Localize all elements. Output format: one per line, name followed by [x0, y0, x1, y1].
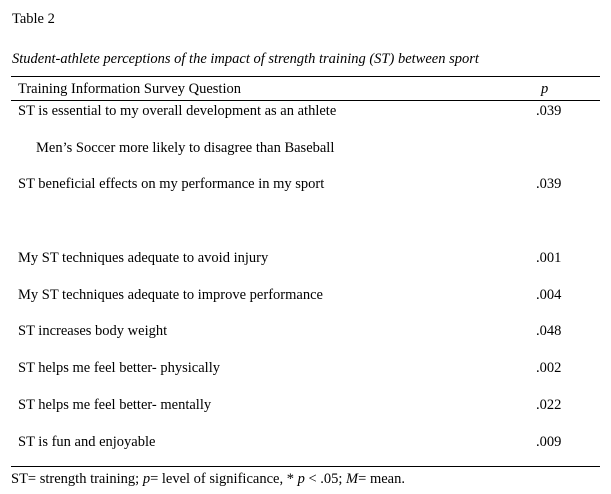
- table-row-question: My ST techniques adequate to improve per…: [18, 287, 323, 303]
- table-header-rule: [11, 100, 600, 101]
- table-label: Table 2: [12, 11, 55, 27]
- table-row-p-value: .009: [536, 434, 562, 450]
- table-row-question: ST increases body weight: [18, 323, 168, 339]
- note-text: ST= strength training;: [11, 471, 143, 487]
- table-bottom-rule: [11, 466, 600, 467]
- table-row-question: My ST techniques adequate to avoid injur…: [18, 250, 269, 266]
- table-row-p-value: .039: [536, 103, 562, 119]
- column-header-question: Training Information Survey Question: [18, 81, 241, 97]
- table-row-p-value: .022: [536, 397, 562, 413]
- table-row-p-value: .048: [536, 323, 562, 339]
- table-row-question: ST is essential to my overall developmen…: [18, 103, 337, 119]
- table-row-question: ST beneficial effects on my performance …: [18, 176, 325, 192]
- table-row-question: ST helps me feel better- physically: [18, 360, 220, 376]
- table-row-p-value: .001: [536, 250, 562, 266]
- note-m-symbol: M: [346, 471, 359, 487]
- column-header-p: p: [541, 81, 549, 97]
- table-row-p-value: .039: [536, 176, 562, 192]
- note-text: = level of significance, *: [150, 471, 298, 487]
- note-p-symbol: p: [142, 471, 151, 487]
- table-note: ST= strength training; p= level of signi…: [11, 470, 405, 488]
- table-row-p-value: .004: [536, 287, 562, 303]
- table-row-question: ST helps me feel better- mentally: [18, 397, 212, 413]
- table-caption: Student-athlete perceptions of the impac…: [12, 51, 479, 67]
- note-text: = mean.: [358, 471, 405, 487]
- table-row-p-value: .002: [536, 360, 562, 376]
- table-top-rule: [11, 76, 600, 77]
- note-p-symbol: p: [297, 471, 305, 487]
- table-row-subnote: Men’s Soccer more likely to disagree tha…: [36, 140, 335, 156]
- table-row-question: ST is fun and enjoyable: [18, 434, 156, 450]
- note-text: < .05;: [304, 471, 347, 487]
